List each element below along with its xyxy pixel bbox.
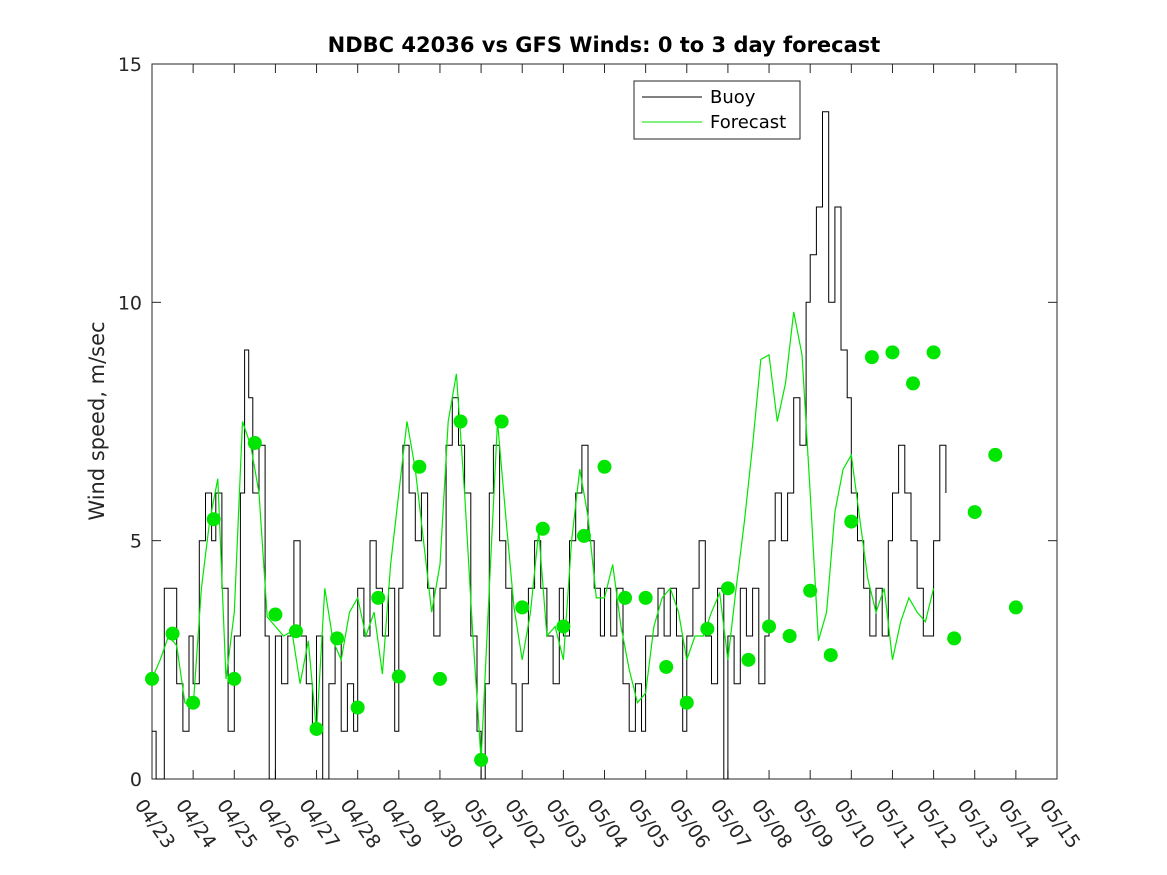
x-tick-label: 04/30	[418, 795, 467, 852]
forecast-marker	[741, 652, 756, 667]
forecast-marker	[1008, 600, 1023, 615]
x-tick-label: 05/01	[459, 795, 508, 852]
x-tick-label: 04/29	[377, 795, 426, 852]
forecast-marker	[165, 626, 180, 641]
forecast-marker	[576, 528, 591, 543]
forecast-marker	[597, 459, 612, 474]
forecast-marker	[330, 631, 345, 646]
x-tick-label: 05/02	[500, 795, 549, 852]
forecast-marker	[885, 345, 900, 360]
x-tick-label: 05/09	[788, 795, 837, 852]
forecast-marker	[618, 590, 633, 605]
x-tick-label: 04/26	[253, 795, 302, 852]
forecast-marker	[268, 607, 283, 622]
forecast-marker	[186, 695, 201, 710]
x-tick-label: 05/13	[953, 795, 1002, 852]
x-tick-label: 04/27	[294, 795, 343, 852]
chart-title: NDBC 42036 vs GFS Winds: 0 to 3 day fore…	[328, 33, 881, 57]
y-tick-label: 10	[118, 292, 142, 314]
plot-lines	[151, 111, 947, 780]
forecast-marker	[700, 621, 715, 636]
y-tick-label: 5	[130, 531, 142, 553]
plot-area	[151, 63, 1058, 780]
forecast-markers	[145, 345, 1023, 767]
x-tick-label: 04/23	[130, 795, 179, 852]
x-tick-labels: 04/2304/2404/2504/2604/2704/2804/2904/30…	[130, 795, 1084, 852]
x-tick-label: 05/08	[747, 795, 796, 852]
x-tick-label: 05/12	[911, 795, 960, 852]
forecast-marker	[391, 669, 406, 684]
forecast-marker	[803, 583, 818, 598]
x-tick-label: 04/24	[171, 795, 220, 852]
forecast-marker	[350, 700, 365, 715]
forecast-series-line	[151, 311, 935, 760]
forecast-marker	[453, 414, 468, 429]
legend-forecast-label: Forecast	[710, 112, 786, 133]
forecast-marker	[247, 435, 262, 450]
forecast-marker	[638, 590, 653, 605]
y-tick-label: 15	[118, 54, 142, 76]
buoy-series-line	[152, 111, 947, 780]
x-tick-label: 05/04	[582, 795, 631, 852]
forecast-marker	[720, 581, 735, 596]
forecast-marker	[659, 659, 674, 674]
forecast-marker	[906, 376, 921, 391]
forecast-marker	[844, 514, 859, 529]
x-tick-label: 05/11	[870, 795, 919, 852]
forecast-marker	[926, 345, 941, 360]
x-tick-label: 05/14	[994, 795, 1043, 852]
legend-buoy-label: Buoy	[710, 87, 756, 108]
forecast-marker	[412, 459, 427, 474]
forecast-marker	[967, 505, 982, 520]
forecast-marker	[864, 350, 879, 365]
y-tick-labels: 0 5 10 15	[118, 54, 142, 791]
x-tick-label: 05/05	[624, 795, 673, 852]
forecast-marker	[145, 671, 159, 686]
forecast-marker	[371, 590, 386, 605]
forecast-marker	[947, 631, 962, 646]
forecast-marker	[309, 721, 324, 736]
y-axis-label: Wind speed, m/sec	[85, 321, 109, 520]
forecast-marker	[782, 629, 797, 643]
forecast-marker	[556, 619, 571, 634]
x-tick-label: 05/03	[541, 795, 590, 852]
legend: Buoy Forecast	[633, 80, 801, 140]
legend-box	[633, 80, 801, 140]
forecast-marker	[494, 414, 509, 429]
forecast-marker	[288, 624, 303, 639]
x-tick-label: 05/10	[829, 795, 878, 852]
forecast-marker	[515, 600, 530, 615]
x-tick-label: 04/28	[336, 795, 385, 852]
x-tick-label: 04/25	[212, 795, 261, 852]
forecast-marker	[535, 521, 550, 536]
y-tick-label: 0	[130, 769, 142, 791]
forecast-marker	[474, 752, 489, 767]
forecast-marker	[206, 512, 221, 527]
x-tick-label: 05/06	[665, 795, 714, 852]
x-tick-label: 05/15	[1035, 795, 1084, 852]
forecast-marker	[988, 447, 1003, 462]
forecast-marker	[762, 619, 777, 634]
forecast-marker	[823, 648, 838, 663]
forecast-marker	[227, 671, 242, 686]
x-tick-label: 05/07	[706, 795, 755, 852]
forecast-marker	[432, 671, 447, 686]
forecast-marker	[679, 695, 694, 710]
